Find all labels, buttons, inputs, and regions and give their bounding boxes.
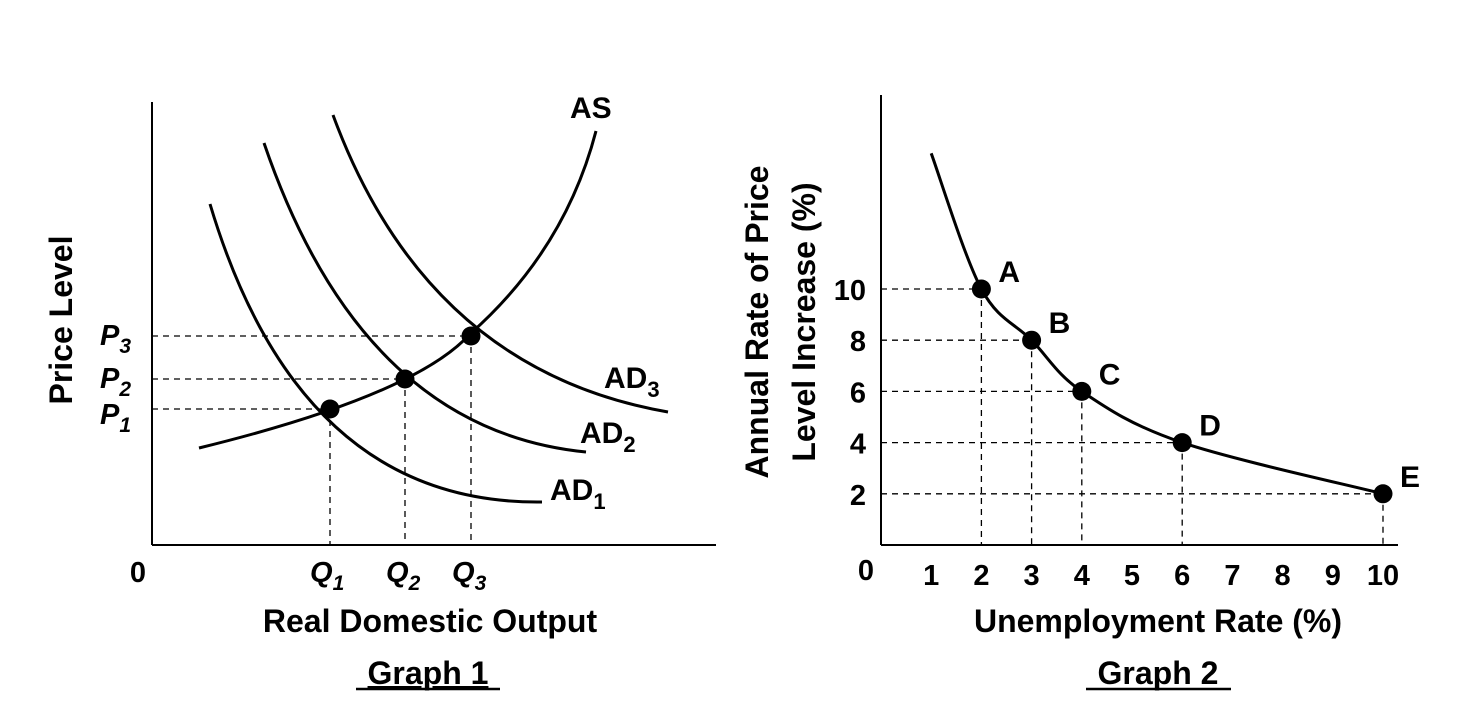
point-a [971,279,991,299]
graph2-origin-label: 0 [858,555,874,587]
x-tick-label-10: 10 [1367,560,1399,592]
graph2-y-ticks: 10 8 6 4 2 [834,275,866,512]
graph-2: ABC D E 1 2 3 4 5 6 7 8 9 10 10 8 6 4 2 0 Unemployment … [739,95,1420,691]
point-c [1072,381,1092,401]
ad2-curve [262,142,587,454]
equilibrium-point-1 [320,399,340,419]
x-tick-label-6: 6 [1174,560,1190,592]
y-tick-label-6: 6 [850,377,866,409]
graph2-points: ABC D E [971,256,1420,504]
equilibrium-point-2 [395,369,415,389]
graph1-title: Graph 1 [368,655,489,691]
x-tick-label-3: 3 [1024,560,1040,592]
x-tick-q1: Q1 [310,557,344,595]
graph2-title: Graph 2 [1098,655,1219,691]
x-tick-q3: Q3 [452,557,487,595]
graph1-origin-label: 0 [130,557,146,589]
ad2-label: AD2 [580,417,636,457]
x-tick-label-5: 5 [1124,560,1140,592]
graph2-y-axis-label-line2: Level Increase (%) [786,182,822,461]
point-label-e: E [1400,461,1420,494]
graph1-x-axis-label: Real Domestic Output [263,603,598,639]
as-curve [198,130,598,450]
ad1-label: AD1 [550,474,606,514]
point-d [1172,433,1192,453]
x-tick-label-4: 4 [1074,560,1090,592]
ad3-curve [331,114,669,414]
x-tick-q2: Q2 [386,557,421,595]
point-label-a: A [998,256,1020,289]
graph2-guide-lines [881,288,1384,545]
y-tick-label-8: 8 [850,326,866,358]
x-tick-label-9: 9 [1325,560,1341,592]
y-tick-p3: P3 [100,320,131,358]
y-tick-p2: P2 [100,363,131,401]
graph2-x-ticks: 1 2 3 4 5 6 7 8 9 10 [923,560,1399,592]
graph-1: AS AD3 AD2 AD1 P3 P2 P1 Q1 Q2 Q3 0 Real … [43,92,716,691]
y-tick-label-2: 2 [850,480,866,512]
point-b [1022,330,1042,350]
point-e [1373,484,1393,504]
as-label: AS [570,92,612,125]
ad1-curve [208,203,543,504]
x-tick-label-1: 1 [923,560,939,592]
y-tick-label-10: 10 [834,275,866,307]
x-tick-label-8: 8 [1275,560,1291,592]
x-tick-label-7: 7 [1224,560,1240,592]
y-tick-p1: P1 [100,399,131,437]
point-label-d: D [1199,410,1221,443]
x-tick-label-2: 2 [973,560,989,592]
y-tick-label-4: 4 [850,429,866,461]
phillips-curve [929,152,1384,496]
point-label-b: B [1049,307,1071,340]
graph2-x-axis-label: Unemployment Rate (%) [974,603,1342,639]
graph2-y-axis-label-line1: Annual Rate of Price [739,166,775,479]
equilibrium-point-3 [461,326,481,346]
ad3-label: AD3 [604,362,660,402]
graph1-y-axis-label: Price Level [43,236,79,405]
point-label-c: C [1099,358,1121,391]
